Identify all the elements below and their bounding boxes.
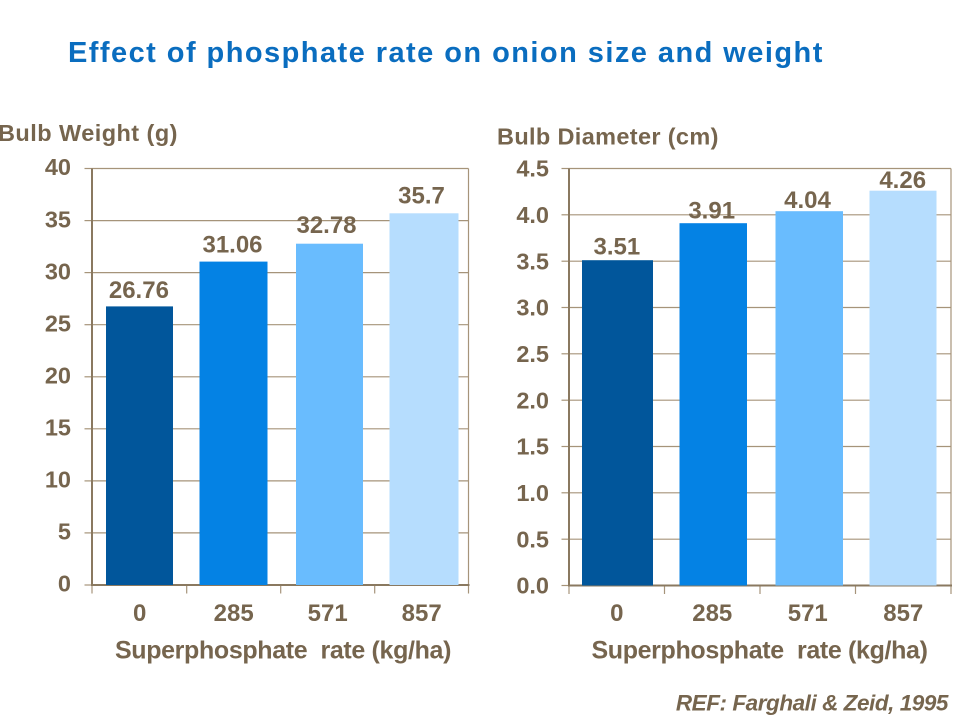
svg-text:3.5: 3.5 xyxy=(516,248,549,274)
svg-text:2.5: 2.5 xyxy=(516,341,549,367)
svg-text:Superphosphate rate (kg/ha): Superphosphate rate (kg/ha) xyxy=(591,637,927,665)
svg-text:0.5: 0.5 xyxy=(516,526,549,552)
svg-text:4.5: 4.5 xyxy=(516,156,549,182)
svg-text:4.04: 4.04 xyxy=(784,187,831,214)
svg-text:0.0: 0.0 xyxy=(516,573,549,599)
svg-text:0: 0 xyxy=(58,571,71,597)
svg-text:1.5: 1.5 xyxy=(516,434,549,460)
svg-text:5: 5 xyxy=(58,519,71,545)
svg-text:Effect of phosphate rate on on: Effect of phosphate rate on onion size a… xyxy=(68,37,824,69)
svg-text:0: 0 xyxy=(133,600,146,627)
svg-text:857: 857 xyxy=(883,600,923,627)
svg-text:35: 35 xyxy=(45,206,71,232)
svg-text:10: 10 xyxy=(45,467,71,493)
svg-text:15: 15 xyxy=(45,415,71,441)
svg-text:31.06: 31.06 xyxy=(202,232,262,259)
svg-text:571: 571 xyxy=(308,600,348,627)
svg-text:3.91: 3.91 xyxy=(688,197,735,224)
svg-text:Superphosphate rate (kg/ha): Superphosphate rate (kg/ha) xyxy=(115,637,451,665)
svg-text:40: 40 xyxy=(45,154,71,180)
svg-text:20: 20 xyxy=(45,363,71,389)
svg-text:4.26: 4.26 xyxy=(879,167,926,194)
svg-text:1.0: 1.0 xyxy=(516,480,549,506)
svg-text:26.76: 26.76 xyxy=(109,277,169,304)
svg-text:4.0: 4.0 xyxy=(516,202,549,228)
svg-text:3.0: 3.0 xyxy=(516,295,549,321)
svg-text:REF: Farghali & Zeid, 1995: REF: Farghali & Zeid, 1995 xyxy=(676,691,949,716)
svg-text:285: 285 xyxy=(692,600,732,627)
svg-text:32.78: 32.78 xyxy=(296,212,356,239)
svg-text:285: 285 xyxy=(214,600,254,627)
svg-text:3.51: 3.51 xyxy=(594,234,641,261)
svg-text:857: 857 xyxy=(402,600,442,627)
svg-text:571: 571 xyxy=(788,600,828,627)
svg-text:0: 0 xyxy=(610,600,623,627)
svg-text:Bulb Weight (g): Bulb Weight (g) xyxy=(0,120,178,146)
svg-text:30: 30 xyxy=(45,258,71,284)
svg-text:Bulb Diameter (cm): Bulb Diameter (cm) xyxy=(497,124,719,150)
svg-text:35.7: 35.7 xyxy=(398,183,445,210)
svg-text:2.0: 2.0 xyxy=(516,387,549,413)
svg-text:25: 25 xyxy=(45,310,71,336)
